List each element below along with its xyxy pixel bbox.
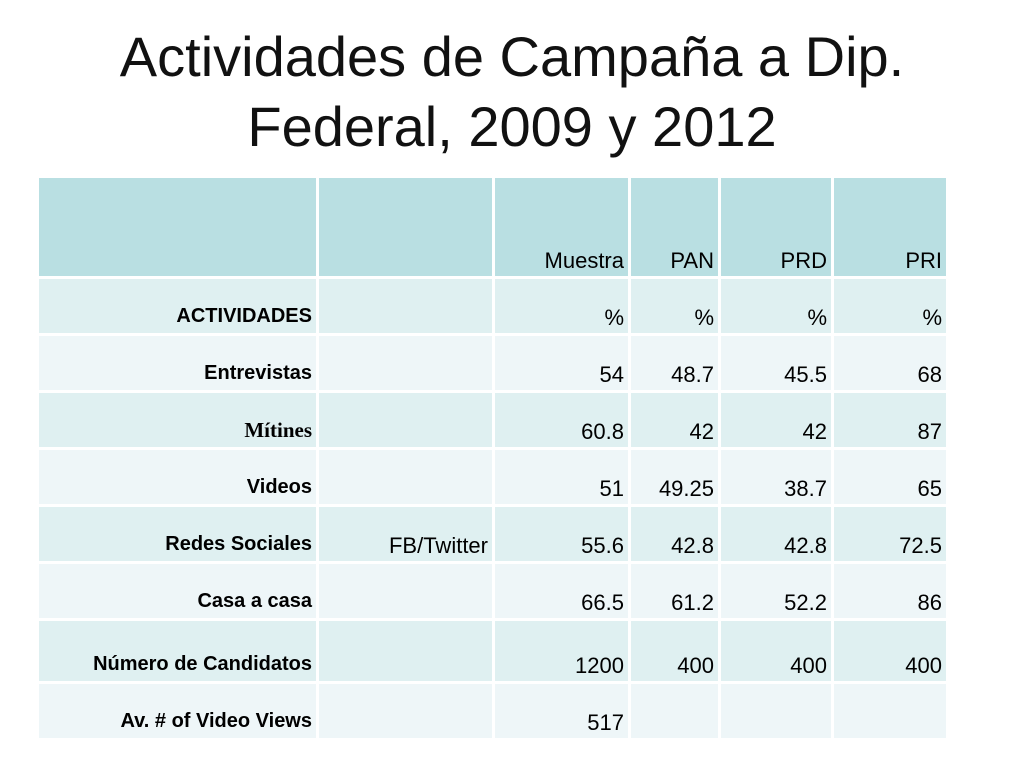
table-row: Videos 51 49.25 38.7 65 xyxy=(39,450,946,504)
cell-pan: 42.8 xyxy=(631,507,718,561)
cell-prd: 38.7 xyxy=(721,450,831,504)
table-row: Número de Candidatos 1200 400 400 400 xyxy=(39,621,946,681)
row-note xyxy=(319,393,492,447)
cell-muestra: % xyxy=(495,279,628,333)
header-cell xyxy=(319,178,492,276)
cell-muestra: 51 xyxy=(495,450,628,504)
cell-prd: 45.5 xyxy=(721,336,831,390)
header-prd: PRD xyxy=(721,178,831,276)
cell-muestra: 66.5 xyxy=(495,564,628,618)
row-label: Casa a casa xyxy=(39,564,316,618)
row-label: Entrevistas xyxy=(39,336,316,390)
table-row: Av. # of Video Views 517 xyxy=(39,684,946,738)
cell-pri: % xyxy=(834,279,946,333)
campaign-activities-table: Muestra PAN PRD PRI ACTIVIDADES % % % % … xyxy=(36,175,949,741)
cell-pan: 42 xyxy=(631,393,718,447)
slide-title-line-2: Federal, 2009 y 2012 xyxy=(247,95,777,158)
cell-pan: 400 xyxy=(631,621,718,681)
cell-prd: 400 xyxy=(721,621,831,681)
table-row: Mítines 60.8 42 42 87 xyxy=(39,393,946,447)
row-note xyxy=(319,621,492,681)
header-cell xyxy=(39,178,316,276)
cell-pri: 87 xyxy=(834,393,946,447)
row-label: Videos xyxy=(39,450,316,504)
row-note xyxy=(319,279,492,333)
header-muestra: Muestra xyxy=(495,178,628,276)
cell-prd xyxy=(721,684,831,738)
cell-pri: 68 xyxy=(834,336,946,390)
table-row: Casa a casa 66.5 61.2 52.2 86 xyxy=(39,564,946,618)
cell-muestra: 1200 xyxy=(495,621,628,681)
cell-pri: 72.5 xyxy=(834,507,946,561)
cell-pri: 65 xyxy=(834,450,946,504)
cell-pri: 86 xyxy=(834,564,946,618)
row-label: Número de Candidatos xyxy=(39,621,316,681)
table-row: Entrevistas 54 48.7 45.5 68 xyxy=(39,336,946,390)
cell-prd: 52.2 xyxy=(721,564,831,618)
header-pan: PAN xyxy=(631,178,718,276)
cell-pan: 61.2 xyxy=(631,564,718,618)
row-label: Mítines xyxy=(39,393,316,447)
cell-muestra: 60.8 xyxy=(495,393,628,447)
cell-pri: 400 xyxy=(834,621,946,681)
table-row: Redes Sociales FB/Twitter 55.6 42.8 42.8… xyxy=(39,507,946,561)
cell-prd: % xyxy=(721,279,831,333)
cell-pan: 49.25 xyxy=(631,450,718,504)
slide-title: Actividades de Campaña a Dip. Federal, 2… xyxy=(0,22,1024,162)
row-label: Av. # of Video Views xyxy=(39,684,316,738)
row-label: Redes Sociales xyxy=(39,507,316,561)
cell-muestra: 54 xyxy=(495,336,628,390)
row-note xyxy=(319,336,492,390)
row-label: ACTIVIDADES xyxy=(39,279,316,333)
row-note xyxy=(319,564,492,618)
cell-pan: 48.7 xyxy=(631,336,718,390)
table-row: ACTIVIDADES % % % % xyxy=(39,279,946,333)
table-header-row: Muestra PAN PRD PRI xyxy=(39,178,946,276)
cell-prd: 42.8 xyxy=(721,507,831,561)
cell-muestra: 517 xyxy=(495,684,628,738)
cell-pan xyxy=(631,684,718,738)
slide-title-line-1: Actividades de Campaña a Dip. xyxy=(119,25,905,88)
cell-muestra: 55.6 xyxy=(495,507,628,561)
cell-pan: % xyxy=(631,279,718,333)
cell-prd: 42 xyxy=(721,393,831,447)
header-pri: PRI xyxy=(834,178,946,276)
row-note xyxy=(319,684,492,738)
row-note: FB/Twitter xyxy=(319,507,492,561)
row-note xyxy=(319,450,492,504)
cell-pri xyxy=(834,684,946,738)
